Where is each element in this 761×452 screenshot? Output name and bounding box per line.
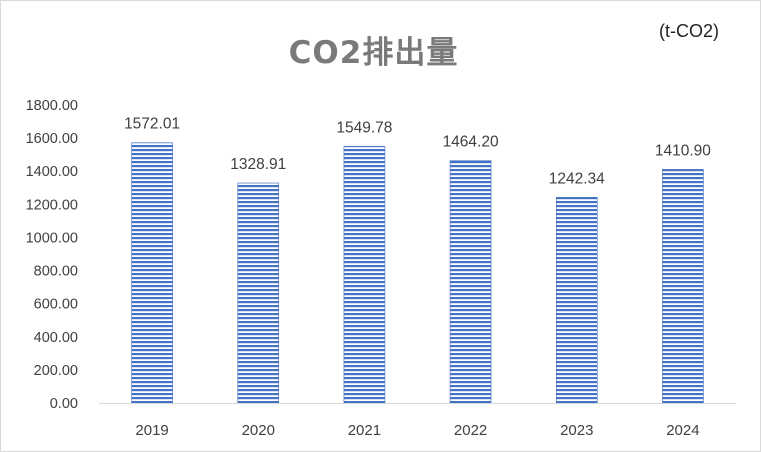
chart-title: CO2排出量: [288, 35, 459, 71]
bars: [131, 142, 704, 404]
bar-2024: [662, 169, 704, 404]
y-tick-label: 1000.00: [26, 230, 78, 246]
x-tick-label: 2021: [348, 422, 381, 439]
value-label: 1328.91: [230, 156, 286, 173]
x-tick-label: 2023: [560, 422, 593, 439]
y-tick-label: 800.00: [34, 264, 78, 280]
value-label: 1464.20: [443, 134, 499, 151]
y-tick-label: 1600.00: [26, 131, 78, 147]
value-labels: 1572.01 1328.91 1549.78 1464.20 1242.34 1410.…: [124, 116, 711, 188]
x-tick-label: 2024: [666, 422, 699, 439]
x-axis-ticks: 2019 2020 2021 2022 2023 2024: [135, 422, 699, 439]
value-label: 1549.78: [336, 119, 392, 136]
y-tick-label: 400.00: [34, 330, 78, 346]
y-axis-ticks: 0.00 200.00 400.00 600.00 800.00 1000.00 1200.…: [26, 98, 78, 412]
bar-2022: [449, 160, 492, 404]
bar-2020: [237, 182, 280, 404]
x-tick-label: 2020: [242, 422, 275, 439]
value-label: 1242.34: [549, 170, 605, 187]
y-tick-label: 1200.00: [26, 197, 78, 213]
x-tick-label: 2019: [135, 422, 168, 439]
y-tick-label: 600.00: [34, 297, 78, 313]
unit-label: (t-CO2): [659, 21, 719, 41]
y-tick-label: 1400.00: [26, 164, 78, 180]
bar-2021: [343, 146, 386, 404]
bar-2019: [131, 142, 173, 404]
x-tick-label: 2022: [454, 422, 487, 439]
value-label: 1572.01: [124, 116, 180, 133]
y-tick-label: 200.00: [34, 363, 78, 379]
y-tick-label: 0.00: [50, 396, 78, 412]
value-label: 1410.90: [655, 142, 711, 159]
y-tick-label: 1800.00: [26, 98, 78, 114]
bar-2023: [555, 197, 598, 404]
